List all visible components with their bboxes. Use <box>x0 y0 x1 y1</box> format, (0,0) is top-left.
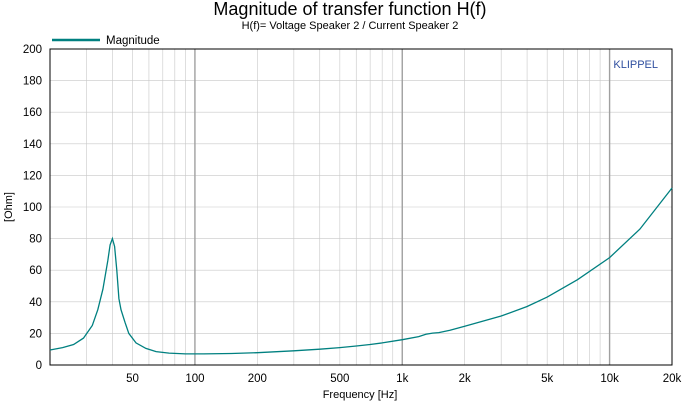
x-tick-label: 10k <box>600 373 619 385</box>
x-tick-label: 500 <box>330 373 349 385</box>
y-tick-label: 80 <box>29 234 42 246</box>
x-axis-ticks: 50 100 200 500 1k 2k 5k 10k 20k <box>126 373 681 385</box>
y-tick-label: 200 <box>23 44 42 56</box>
x-axis-label: Frequency [Hz] <box>323 389 398 401</box>
y-tick-label: 40 <box>29 297 42 309</box>
grid-major <box>194 49 611 365</box>
x-tick-label: 20k <box>663 373 682 385</box>
x-tick-label: 100 <box>185 373 204 385</box>
x-tick-label: 1k <box>396 373 408 385</box>
y-tick-label: 140 <box>23 139 42 151</box>
y-tick-label: 100 <box>23 202 42 214</box>
x-tick-label: 2k <box>459 373 471 385</box>
y-tick-label: 120 <box>23 170 42 182</box>
y-tick-label: 0 <box>36 360 42 372</box>
x-tick-label: 50 <box>126 373 139 385</box>
y-axis-ticks: 0 20 40 60 80 100 120 140 160 180 200 <box>23 44 42 372</box>
y-tick-label: 180 <box>23 76 42 88</box>
x-tick-label: 5k <box>541 373 553 385</box>
y-tick-label: 60 <box>29 265 42 277</box>
y-axis-label: [Ohm] <box>3 192 15 222</box>
klippel-brand-label: KLIPPEL <box>613 59 658 71</box>
chart-subtitle: H(f)= Voltage Speaker 2 / Current Speake… <box>242 20 459 32</box>
plot-frame <box>49 48 673 366</box>
y-tick-label: 160 <box>23 107 42 119</box>
x-tick-label: 200 <box>248 373 267 385</box>
legend: Magnitude <box>52 35 160 47</box>
chart-title: Magnitude of transfer function H(f) <box>213 0 486 19</box>
series-magnitude-line <box>49 187 673 355</box>
legend-label: Magnitude <box>106 35 160 47</box>
grid-minor <box>49 48 673 366</box>
y-tick-label: 20 <box>29 328 42 340</box>
